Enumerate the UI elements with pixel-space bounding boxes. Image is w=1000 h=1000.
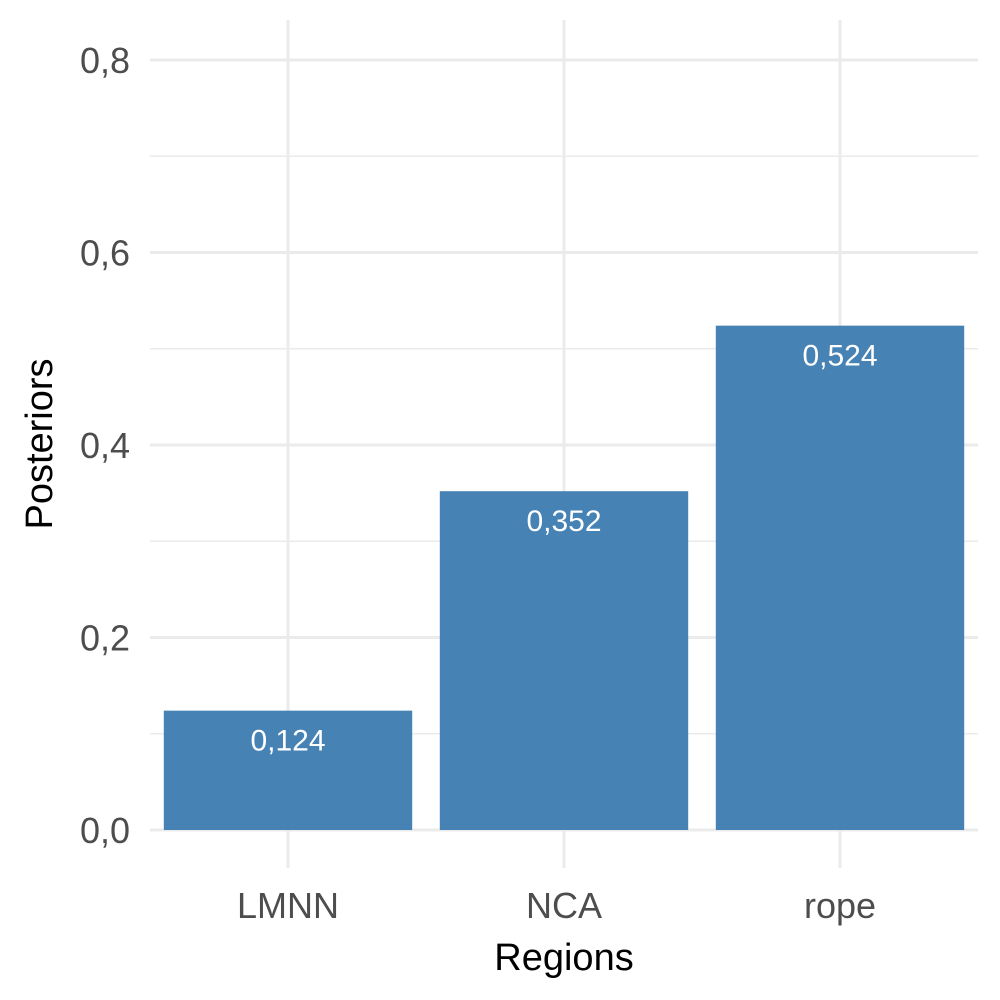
y-tick-label: 0,4 bbox=[80, 425, 130, 466]
y-axis-title: Posteriors bbox=[19, 358, 61, 529]
x-axis-ticks: LMNN NCA rope bbox=[237, 885, 876, 926]
y-tick-label: 0,0 bbox=[80, 810, 130, 851]
data-label: 0,524 bbox=[802, 340, 877, 373]
x-tick-label: LMNN bbox=[237, 885, 339, 926]
y-tick-label: 0,8 bbox=[80, 40, 130, 81]
bar-layer bbox=[163, 325, 965, 830]
x-tick-label: NCA bbox=[526, 885, 602, 926]
y-tick-label: 0,2 bbox=[80, 618, 130, 659]
data-label: 0,352 bbox=[526, 505, 601, 538]
x-axis-title: Regions bbox=[494, 937, 633, 979]
data-label-layer: 0,124 0,352 0,524 bbox=[250, 340, 877, 758]
data-label: 0,124 bbox=[250, 725, 325, 758]
bar-rope bbox=[715, 325, 965, 830]
y-tick-label: 0,6 bbox=[80, 233, 130, 274]
x-tick-label: rope bbox=[804, 885, 876, 926]
bar-nca bbox=[439, 491, 689, 830]
bar-lmnn bbox=[163, 710, 413, 830]
y-axis-ticks: 0,0 0,2 0,4 0,6 0,8 bbox=[80, 40, 130, 851]
